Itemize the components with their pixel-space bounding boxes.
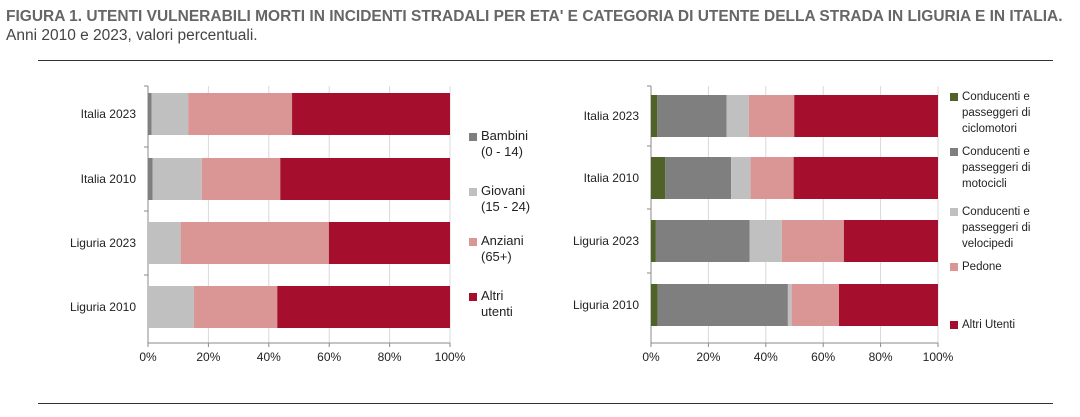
bar-segment [280, 158, 450, 200]
bar-segment [665, 157, 732, 199]
bar-segment [148, 158, 153, 200]
legend-swatch [950, 208, 958, 216]
category-label: Liguria 2023 [70, 236, 136, 250]
bar-segment [657, 284, 788, 326]
figure-title: FIGURA 1. UTENTI VULNERABILI MORTI IN IN… [6, 7, 1076, 45]
chart-1: 0% 20% 40% 60% 80% 100% Italia 2023 Italia 2010… [70, 85, 530, 364]
bar-segment [277, 286, 450, 328]
bar-segment [794, 95, 938, 137]
bar-segment [292, 93, 450, 135]
legend-label: Conducenti e [962, 146, 1030, 158]
chart-2: 0% 20% 40% 60% 80% 100% Italia 2023 Italia 2010… [573, 85, 1030, 364]
legend-label: Bambini [481, 128, 528, 143]
legend-label: motocicli [962, 178, 1007, 190]
bar-segment [787, 284, 792, 326]
bar-segment [791, 284, 839, 326]
bar-segment [148, 222, 181, 264]
legend-swatch [950, 148, 958, 156]
bar-segment [750, 157, 794, 199]
category-label: Italia 2023 [584, 109, 640, 123]
legend-label: (15 - 24) [481, 199, 530, 214]
bar-segment [651, 284, 658, 326]
bar-segment [843, 220, 938, 262]
x-tick-label: 100% [923, 350, 954, 364]
legend-label: Conducenti e [962, 91, 1030, 103]
legend-label: (0 - 14) [481, 144, 523, 159]
legend-swatch [950, 263, 958, 271]
bar-segment [781, 220, 844, 262]
legend-label: Altri Utenti [962, 319, 1015, 331]
legend-label: Pedone [962, 261, 1002, 273]
bar-segment [655, 220, 750, 262]
legend-label: Altri [481, 288, 504, 303]
x-tick-label: 80% [869, 350, 893, 364]
x-tick-label: 60% [811, 350, 835, 364]
category-label: Italia 2010 [81, 172, 137, 186]
x-tick-label: 0% [642, 350, 660, 364]
x-tick-label: 0% [139, 350, 157, 364]
bar-segment [193, 286, 278, 328]
x-tick-label: 100% [435, 350, 466, 364]
legend-label: velocipedi [962, 238, 1013, 250]
category-label: Liguria 2010 [70, 300, 136, 314]
top-rule [38, 60, 1053, 61]
legend-swatch [950, 93, 958, 101]
legend-label: Anziani [481, 233, 524, 248]
legend-swatch [469, 238, 477, 246]
bar-segment [152, 158, 202, 200]
legend-label: passeggeri di [962, 162, 1030, 174]
bar-segment [201, 158, 281, 200]
legend-label: Conducenti e [962, 206, 1030, 218]
bar-segment [148, 93, 152, 135]
bar-segment [749, 220, 782, 262]
bar-segment [180, 222, 329, 264]
category-label: Italia 2023 [81, 107, 137, 121]
bar-segment [748, 95, 795, 137]
category-label: Italia 2010 [584, 171, 640, 185]
legend-swatch [469, 293, 477, 301]
legend-swatch [469, 188, 477, 196]
legend-label: passeggeri di [962, 222, 1030, 234]
legend-label: utenti [481, 304, 513, 319]
bar-segment [151, 93, 189, 135]
bar-segment [731, 157, 751, 199]
bar-segment [657, 95, 727, 137]
x-tick-label: 20% [696, 350, 720, 364]
x-tick-label: 60% [317, 350, 341, 364]
x-tick-label: 40% [257, 350, 281, 364]
bar-segment [328, 222, 450, 264]
title-bold: FIGURA 1. UTENTI VULNERABILI MORTI IN IN… [6, 8, 1063, 25]
legend-label: ciclomotori [962, 123, 1017, 135]
bar-segment [651, 157, 666, 199]
x-tick-label: 40% [754, 350, 778, 364]
bar-segment [838, 284, 938, 326]
legend-label: Giovani [481, 183, 525, 198]
bar-segment [651, 95, 658, 137]
x-tick-label: 80% [378, 350, 402, 364]
x-tick-label: 20% [196, 350, 220, 364]
bar-segment [793, 157, 938, 199]
category-label: Liguria 2023 [573, 234, 639, 248]
title-normal: Anni 2010 e 2023, valori percentuali. [6, 27, 258, 44]
legend-label: passeggeri di [962, 107, 1030, 119]
legend-swatch [469, 133, 477, 141]
bar-segment [188, 93, 293, 135]
bottom-rule [38, 403, 1053, 404]
legend-label: (65+) [481, 249, 512, 264]
bar-segment [651, 220, 656, 262]
bar-segment [148, 286, 194, 328]
category-label: Liguria 2010 [573, 298, 639, 312]
bar-segment [726, 95, 749, 137]
legend-swatch [950, 321, 958, 329]
